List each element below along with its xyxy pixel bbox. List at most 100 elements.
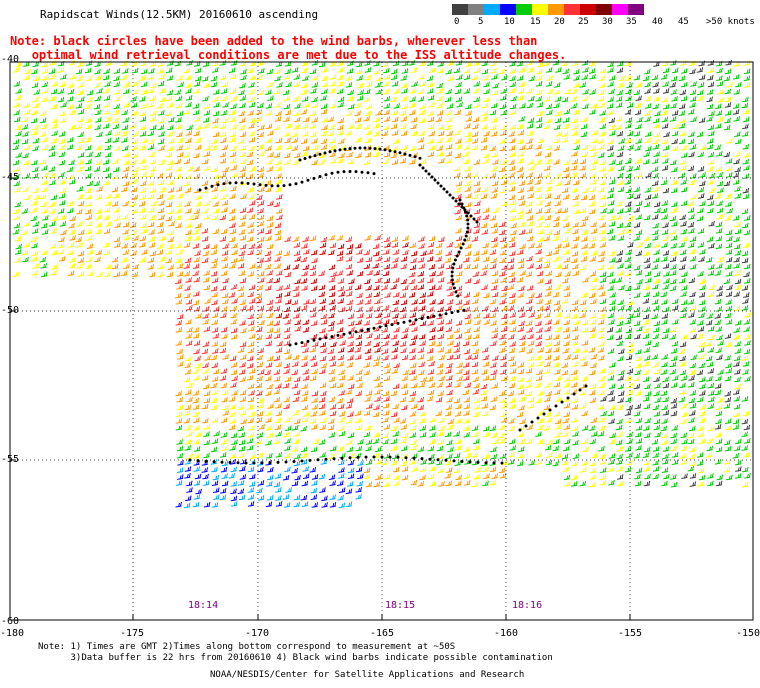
wind-barb bbox=[527, 396, 535, 403]
wind-barb bbox=[212, 208, 220, 214]
wind-barb bbox=[220, 285, 227, 291]
wind-barb bbox=[437, 319, 445, 325]
wind-barb bbox=[627, 341, 634, 348]
wind-barb bbox=[482, 466, 489, 473]
wind-barb bbox=[617, 299, 624, 306]
wind-barb bbox=[679, 453, 686, 459]
wind-barb bbox=[598, 250, 605, 257]
wind-barb bbox=[122, 68, 129, 74]
wind-barb bbox=[564, 227, 571, 234]
wind-barb bbox=[483, 431, 490, 438]
wind-barb bbox=[310, 131, 317, 138]
wind-barb bbox=[687, 138, 695, 145]
wind-barb bbox=[211, 122, 219, 129]
wind-barb bbox=[329, 382, 337, 389]
wind-barb bbox=[670, 264, 677, 270]
wind-barb bbox=[211, 257, 218, 264]
wind-barb bbox=[247, 67, 254, 74]
wind-barb bbox=[258, 186, 265, 192]
wind-barb bbox=[598, 152, 605, 158]
wind-barb bbox=[661, 354, 668, 360]
wind-barb bbox=[688, 131, 695, 137]
wind-barb bbox=[678, 110, 686, 116]
wind-barb bbox=[607, 285, 614, 291]
wind-barb bbox=[580, 194, 588, 201]
wind-barb bbox=[203, 439, 211, 446]
flagged-marker bbox=[408, 319, 412, 323]
wind-barb bbox=[122, 166, 130, 172]
wind-barb bbox=[417, 256, 425, 263]
wind-barb bbox=[69, 178, 76, 185]
wind-barb bbox=[454, 353, 461, 360]
wind-barb bbox=[618, 348, 625, 355]
wind-barb bbox=[31, 172, 39, 179]
wind-barb bbox=[309, 235, 317, 242]
flagged-marker bbox=[450, 311, 454, 315]
wind-barb bbox=[273, 152, 281, 158]
wind-barb bbox=[150, 200, 157, 207]
wind-barb bbox=[21, 138, 29, 145]
wind-barb bbox=[338, 502, 346, 509]
wind-barb bbox=[158, 131, 165, 137]
wind-barb bbox=[616, 466, 623, 472]
wind-barb bbox=[382, 158, 389, 165]
flagged-marker bbox=[451, 196, 455, 200]
wind-barb bbox=[617, 235, 625, 241]
wind-barb bbox=[176, 263, 184, 269]
wind-barb bbox=[426, 347, 434, 354]
wind-barb bbox=[282, 474, 290, 481]
wind-barb bbox=[473, 222, 481, 229]
wind-barb bbox=[219, 214, 227, 221]
wind-barb bbox=[463, 431, 470, 438]
wind-barb bbox=[355, 445, 363, 452]
wind-barb bbox=[563, 376, 571, 382]
wind-barb bbox=[275, 487, 282, 493]
wind-barb bbox=[302, 375, 310, 381]
wind-barb bbox=[464, 382, 472, 388]
wind-barb bbox=[374, 277, 382, 284]
wind-barb bbox=[689, 362, 697, 369]
wind-barb bbox=[328, 376, 336, 382]
wind-barb bbox=[354, 102, 361, 109]
wind-barb bbox=[292, 410, 300, 416]
flagged-marker bbox=[554, 404, 558, 408]
wind-barb bbox=[652, 341, 660, 348]
wind-barb bbox=[390, 283, 397, 290]
wind-barb bbox=[508, 236, 516, 243]
wind-barb bbox=[616, 130, 624, 137]
wind-barb bbox=[201, 227, 209, 234]
wind-barb bbox=[320, 347, 327, 354]
wind-barb bbox=[589, 172, 596, 179]
wind-barb bbox=[597, 347, 605, 353]
wind-barb bbox=[526, 255, 533, 262]
wind-barb bbox=[265, 145, 272, 151]
wind-barb bbox=[687, 299, 695, 305]
wind-barb bbox=[231, 501, 238, 507]
wind-barb bbox=[707, 480, 714, 487]
wind-barb bbox=[246, 305, 254, 311]
wind-barb bbox=[482, 256, 490, 262]
wind-barb bbox=[744, 340, 751, 346]
wind-barb bbox=[545, 390, 553, 397]
wind-barb bbox=[184, 362, 191, 369]
wind-barb bbox=[302, 390, 309, 396]
wind-barb bbox=[273, 375, 281, 382]
wind-barb bbox=[563, 388, 571, 395]
flagged-marker bbox=[324, 336, 328, 340]
flagged-marker bbox=[372, 455, 376, 459]
wind-barb bbox=[365, 439, 373, 445]
wind-barb bbox=[239, 299, 247, 306]
wind-barb bbox=[527, 361, 535, 368]
wind-barb bbox=[166, 194, 174, 200]
wind-barb bbox=[570, 88, 577, 95]
wind-barb bbox=[489, 425, 497, 432]
wind-barb bbox=[472, 481, 479, 488]
wind-barb bbox=[328, 249, 335, 256]
flagged-marker bbox=[348, 456, 352, 460]
wind-barb bbox=[734, 348, 742, 354]
flagged-marker bbox=[333, 149, 337, 153]
wind-barb bbox=[536, 200, 543, 206]
wind-barb bbox=[24, 109, 31, 115]
wind-barb bbox=[607, 187, 615, 193]
wind-barb bbox=[581, 59, 589, 66]
